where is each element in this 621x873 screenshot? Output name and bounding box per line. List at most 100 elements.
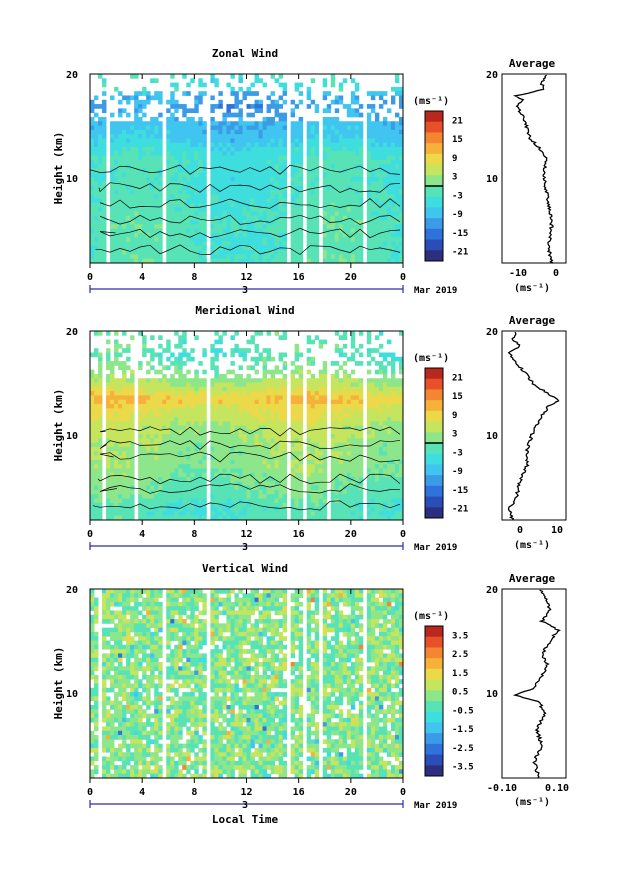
- meridional-cell: [266, 481, 271, 487]
- meridional-cell: [214, 434, 219, 439]
- meridional-cell: [162, 477, 167, 482]
- meridional-cell: [222, 464, 227, 469]
- meridional-cell: [138, 382, 143, 388]
- zonal-cell: [226, 241, 231, 247]
- meridional-cell: [298, 459, 304, 465]
- meridional-cell: [110, 412, 115, 418]
- meridional-cell: [114, 498, 119, 504]
- zonal-cell: [342, 194, 348, 199]
- zonal-cell: [370, 254, 376, 260]
- zonal-cell: [90, 198, 95, 204]
- meridional-cell: [194, 373, 199, 379]
- meridional-cell: [182, 416, 187, 422]
- zonal-cell: [130, 215, 135, 221]
- meridional-cell: [158, 515, 163, 521]
- zonal-cell: [198, 211, 203, 217]
- meridional-cell: [186, 472, 191, 478]
- zonal-cell: [378, 159, 384, 165]
- zonal-cell: [290, 228, 296, 234]
- zonal-cell: [146, 125, 151, 131]
- zonal-cell: [378, 125, 384, 131]
- zonal-cell: [130, 207, 135, 212]
- meridional-cell: [258, 399, 263, 405]
- meridional-cell: [170, 507, 175, 512]
- meridional-cell: [98, 464, 103, 469]
- meridional-cell: [346, 373, 352, 379]
- meridional-cell: [298, 502, 304, 508]
- zonal-cell: [194, 147, 199, 152]
- zonal-cell: [274, 78, 279, 83]
- zonal-cell: [262, 181, 267, 187]
- meridional-cell: [218, 511, 223, 517]
- meridional-cell: [250, 464, 255, 469]
- meridional-cell: [330, 434, 336, 439]
- zonal-cell: [326, 189, 332, 195]
- zonal-cell: [94, 202, 99, 208]
- zonal-cell: [334, 245, 340, 251]
- meridional-cell: [266, 425, 271, 431]
- zonal-cell: [166, 245, 171, 251]
- meridional-cell: [358, 434, 364, 439]
- zonal-cell: [234, 134, 239, 139]
- meridional-cell: [130, 438, 135, 444]
- zonal-cell: [214, 177, 219, 182]
- meridional-cell: [162, 429, 167, 435]
- meridional-cell: [158, 429, 163, 435]
- zonal-cell: [170, 202, 175, 208]
- zonal-cell: [398, 237, 404, 242]
- zonal-cell: [214, 202, 219, 208]
- meridional-cell: [170, 446, 175, 452]
- zonal-cell: [398, 104, 404, 109]
- zonal-cell: [378, 254, 384, 260]
- meridional-cell: [106, 391, 111, 396]
- meridional-cell: [270, 489, 275, 495]
- zonal-cell: [130, 151, 135, 157]
- zonal-cell: [134, 155, 139, 161]
- zonal-cell: [214, 228, 219, 234]
- zonal-cell: [254, 185, 259, 191]
- zonal-cell: [310, 78, 316, 83]
- meridional-cell: [222, 378, 227, 383]
- zonal-cell: [230, 198, 235, 204]
- meridional-cell: [170, 498, 175, 504]
- meridional-cell: [126, 425, 131, 431]
- meridional-cell: [354, 498, 360, 504]
- zonal-cell: [110, 159, 115, 165]
- zonal-cell: [238, 207, 243, 212]
- zonal-cell: [214, 82, 219, 88]
- meridional-cell: [198, 438, 203, 444]
- zonal-cell: [398, 125, 404, 131]
- meridional-cell: [170, 434, 175, 439]
- zonal-cell: [170, 159, 175, 165]
- meridional-cell: [122, 472, 127, 478]
- zonal-cell: [150, 185, 155, 191]
- meridional-cell: [90, 481, 95, 487]
- meridional-cell: [258, 429, 263, 435]
- zonal-cell: [186, 198, 191, 204]
- zonal-cell: [322, 250, 328, 255]
- meridional-cell: [270, 442, 275, 448]
- meridional-cell: [290, 408, 296, 414]
- meridional-cell: [166, 348, 171, 353]
- meridional-cell: [162, 434, 167, 439]
- zonal-cell: [114, 177, 119, 182]
- meridional-cell: [354, 481, 360, 487]
- meridional-cell: [262, 477, 267, 482]
- zonal-cell: [158, 159, 163, 165]
- meridional-cell: [218, 412, 223, 418]
- meridional-cell: [298, 421, 304, 426]
- zonal-cell: [246, 134, 251, 139]
- zonal-cell: [114, 254, 119, 260]
- meridional-cell: [310, 481, 316, 487]
- zonal-cell: [342, 138, 348, 144]
- zonal-cell: [330, 194, 336, 199]
- meridional-cell: [222, 382, 227, 388]
- meridional-cell: [162, 507, 167, 512]
- zonal-cell: [166, 237, 171, 242]
- zonal-cell: [382, 172, 388, 178]
- zonal-cell: [314, 237, 320, 242]
- zonal-cell: [382, 125, 388, 131]
- meridional-cell: [322, 369, 328, 375]
- zonal-cell: [326, 198, 332, 204]
- zonal-cell: [326, 254, 332, 260]
